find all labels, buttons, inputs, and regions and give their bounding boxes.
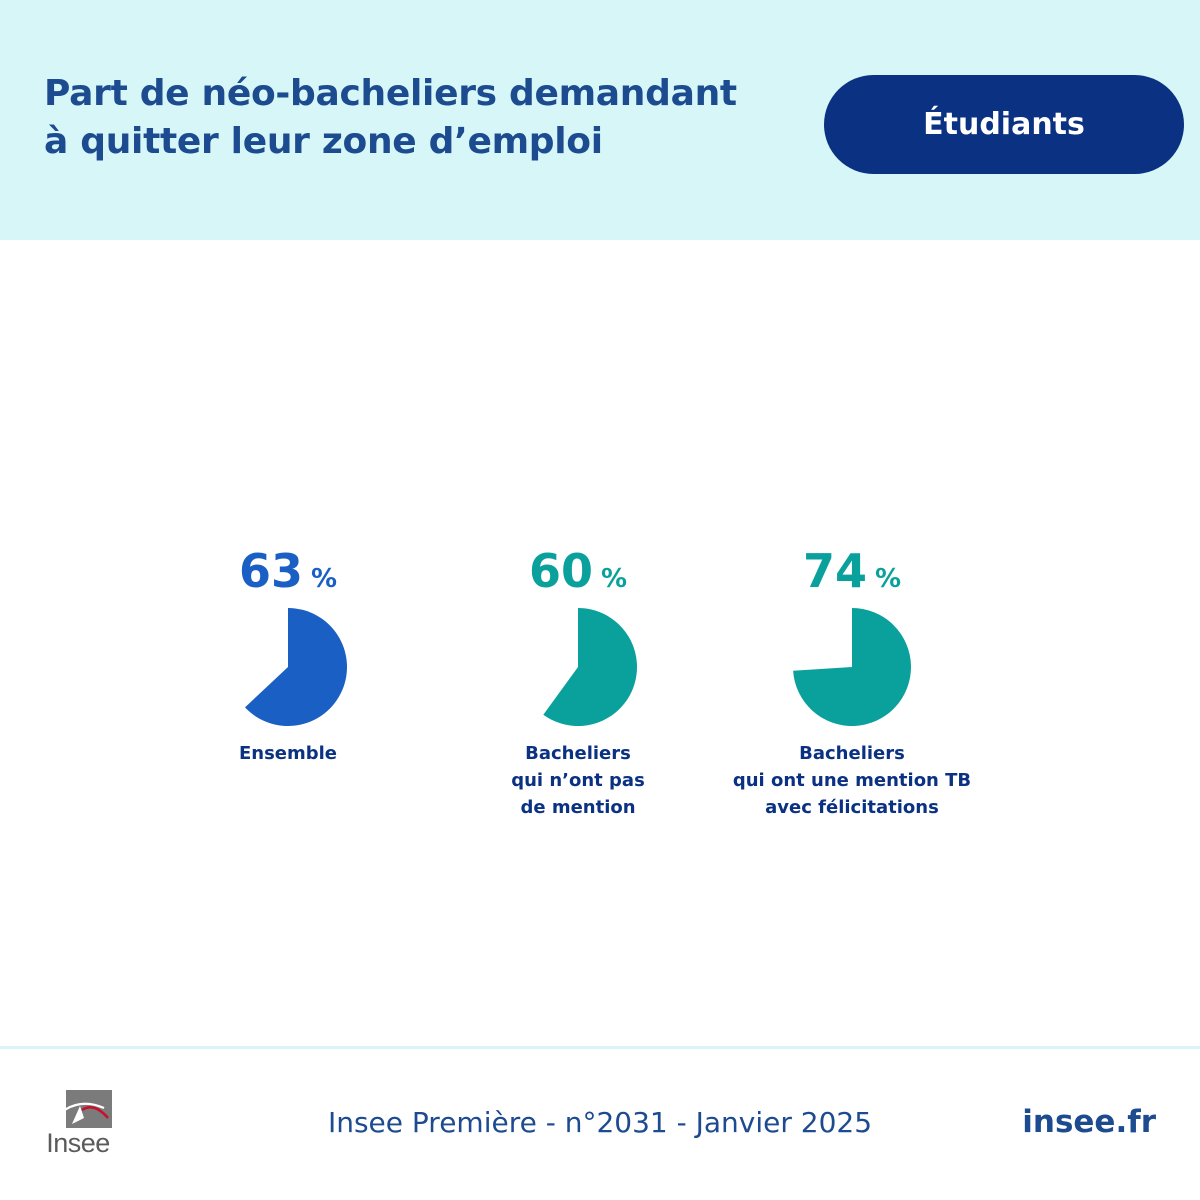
logo-text: Insee [46, 1128, 110, 1158]
pie-value-label: 74% [803, 544, 901, 598]
pie-value-label: 63% [239, 544, 337, 598]
pie-category-label: avec félicitations [765, 797, 939, 818]
page-title: Part de néo-bacheliers demandant à quitt… [44, 70, 764, 166]
pie-slice [244, 608, 347, 726]
pie-category-label: Bacheliers [525, 743, 631, 764]
title-line-1: Part de néo-bacheliers demandant [44, 73, 737, 114]
pie-slice [543, 608, 638, 727]
pie-chart-group: 63 % Ensemble 60 % Bacheliers qui n’ont pas de … [239, 544, 971, 818]
title-line-2: à quitter leur zone d’emploi [44, 121, 603, 162]
pie-value-label: 60% [529, 544, 627, 598]
website-link[interactable]: insee.fr [1022, 1104, 1156, 1140]
pie-category-label: qui ont une mention TB [733, 770, 971, 791]
insee-logo [47, 1090, 112, 1128]
pie-category-label: Ensemble [239, 743, 337, 764]
pie-category-label: qui n’ont pas [511, 770, 645, 791]
pie-category-label: Bacheliers [799, 743, 905, 764]
header-band: Part de néo-bacheliers demandant à quitt… [0, 0, 1200, 240]
pie-slice [793, 608, 912, 726]
pie-category-label: de mention [520, 797, 635, 818]
category-badge: Étudiants [824, 75, 1184, 174]
footer-divider [0, 1046, 1200, 1049]
publication-source: Insee Première - n°2031 - Janvier 2025 [327, 1106, 873, 1139]
